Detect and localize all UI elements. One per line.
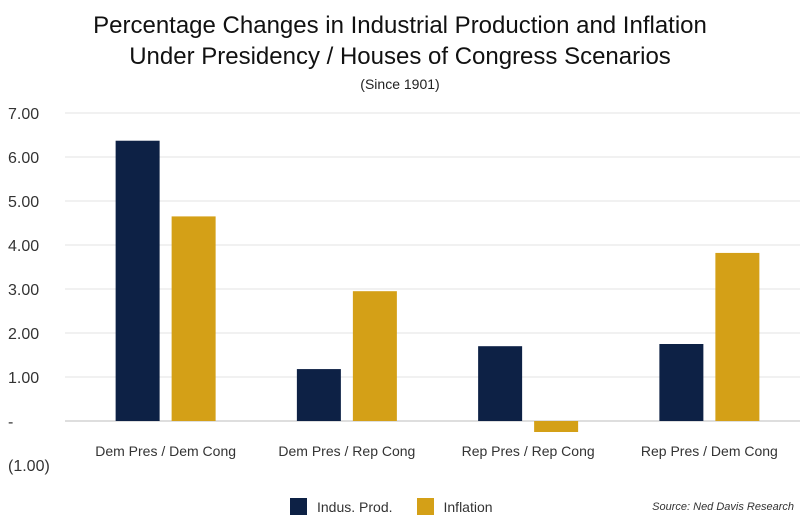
y-tick-label: (1.00) — [8, 458, 50, 475]
legend-label-inflation: Inflation — [443, 498, 493, 515]
y-tick-label: 5.00 — [8, 194, 39, 211]
x-category-label: Dem Pres / Dem Cong — [95, 443, 236, 459]
chart-subtitle: (Since 1901) — [360, 76, 440, 92]
y-tick-label: 4.00 — [8, 238, 39, 255]
x-category-label: Rep Pres / Rep Cong — [462, 443, 595, 459]
y-tick-label: 1.00 — [8, 370, 39, 387]
legend-swatch-indus-prod — [290, 498, 307, 515]
source-note: Source: Ned Davis Research — [652, 501, 794, 513]
y-tick-label: 7.00 — [8, 106, 39, 123]
x-category-label: Dem Pres / Rep Cong — [278, 443, 415, 459]
x-category-label: Rep Pres / Dem Cong — [641, 443, 778, 459]
legend-item-inflation: Inflation — [416, 498, 493, 515]
chart-title-line-1: Percentage Changes in Industrial Product… — [93, 12, 707, 39]
bar-indus-prod — [115, 140, 160, 421]
bar-inflation — [171, 216, 216, 421]
legend-swatch-inflation — [416, 498, 434, 515]
bar-indus-prod — [478, 346, 523, 421]
bar-indus-prod — [659, 344, 704, 421]
bar-inflation — [352, 291, 397, 421]
y-tick-label: - — [8, 414, 13, 431]
chart-title-line-2: Under Presidency / Houses of Congress Sc… — [129, 43, 671, 70]
legend-label-indus-prod: Indus. Prod. — [317, 498, 393, 515]
legend-item-indus-prod: Indus. Prod. — [290, 498, 393, 515]
legend: Indus. Prod. Inflation — [290, 498, 517, 515]
y-tick-label: 2.00 — [8, 326, 39, 343]
y-tick-label: 6.00 — [8, 150, 39, 167]
bar-indus-prod — [296, 369, 341, 421]
bar-inflation — [715, 252, 760, 421]
bar-inflation — [534, 421, 579, 432]
y-tick-label: 3.00 — [8, 282, 39, 299]
